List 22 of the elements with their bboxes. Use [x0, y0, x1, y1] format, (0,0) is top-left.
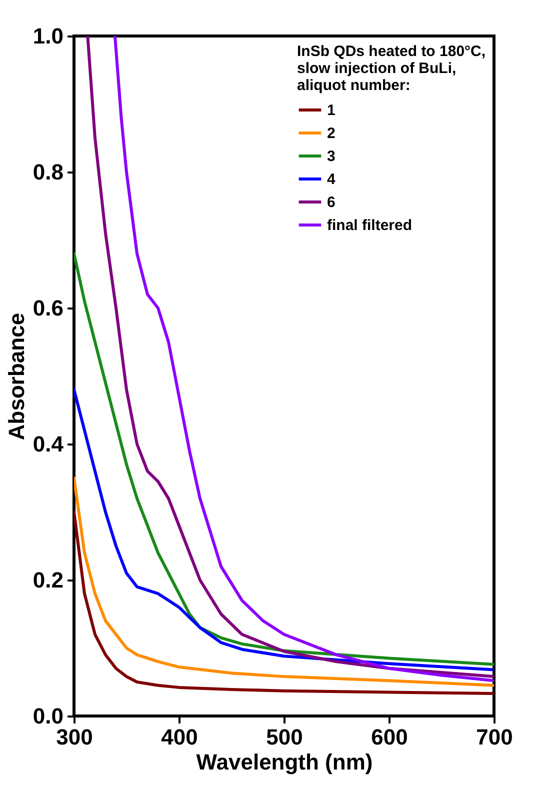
legend-label: final filtered — [327, 217, 412, 234]
x-tick-label: 600 — [371, 724, 408, 750]
y-axis-title: Absorbance — [4, 312, 29, 440]
x-axis-title: Wavelength (nm) — [196, 750, 373, 774]
x-tick-label: 400 — [161, 724, 198, 750]
legend-label: 3 — [327, 148, 336, 165]
line-series — [74, 388, 494, 672]
x-tick-label: 500 — [266, 724, 303, 750]
y-tick-label: 0.6 — [32, 296, 64, 320]
y-tick-label: 0.2 — [32, 568, 64, 592]
legend-title: InSb QDs heated to 180°C, slow injection of BuLi, aliquot number: — [297, 43, 486, 94]
y-tick-label: 0.8 — [32, 160, 64, 184]
legend-label: 1 — [327, 102, 336, 119]
y-tick-label: 0.4 — [32, 432, 64, 456]
line-series — [74, 476, 494, 687]
y-tick-label: 1.0 — [32, 24, 64, 48]
legend-label: 2 — [327, 125, 336, 142]
x-tick-label: 700 — [476, 724, 513, 750]
line-series — [74, 252, 494, 666]
legend-label: 6 — [327, 194, 336, 211]
line-series — [74, 510, 494, 696]
legend-label: 4 — [327, 171, 336, 188]
